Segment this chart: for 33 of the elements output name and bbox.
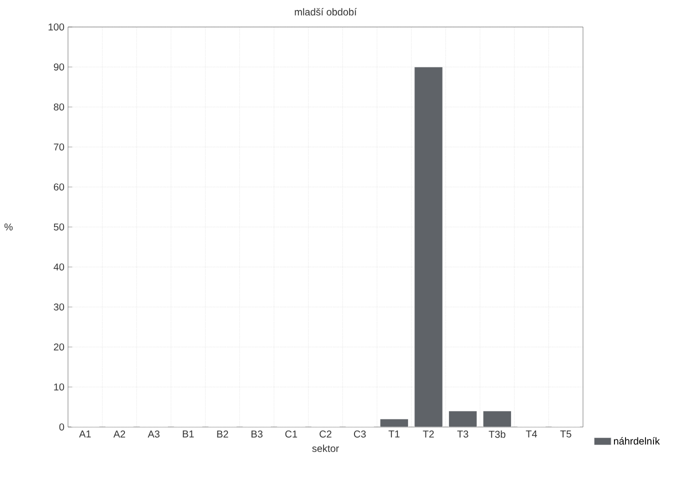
bar bbox=[414, 66, 443, 427]
y-tick-label: 50 bbox=[54, 223, 64, 231]
y-tick-label: 90 bbox=[54, 63, 64, 71]
x-tick-label: T1 bbox=[388, 430, 400, 438]
bar bbox=[448, 411, 477, 427]
x-tick-label: T2 bbox=[422, 430, 434, 438]
x-tick-label: A3 bbox=[148, 430, 160, 438]
x-tick-label: C3 bbox=[354, 430, 366, 438]
x-tick-label: B2 bbox=[217, 430, 228, 438]
x-tick-label: T5 bbox=[560, 430, 572, 438]
x-axis-title: sektor bbox=[312, 444, 339, 452]
y-tick-label: 60 bbox=[54, 183, 64, 191]
x-tick-label: C2 bbox=[320, 430, 332, 438]
x-tick-label: T4 bbox=[526, 430, 538, 438]
y-tick-label: 20 bbox=[54, 343, 64, 351]
y-tick-label: 40 bbox=[54, 263, 64, 271]
x-tick-label: C1 bbox=[285, 430, 298, 438]
y-tick-label: 10 bbox=[54, 383, 64, 391]
x-tick-label: A2 bbox=[113, 430, 126, 438]
y-tick-label: 30 bbox=[54, 303, 64, 311]
x-tick-label: T3b bbox=[488, 430, 506, 438]
chart-title: mladší období bbox=[294, 8, 357, 16]
bar bbox=[483, 411, 512, 427]
y-tick-label: 0 bbox=[59, 423, 64, 431]
x-tick-label: A1 bbox=[79, 430, 91, 438]
x-tick-label: B3 bbox=[252, 430, 262, 438]
x-tick-label: B1 bbox=[182, 430, 194, 438]
legend-label: náhrdelník bbox=[614, 437, 660, 445]
y-tick-label: 70 bbox=[54, 143, 64, 151]
y-tick-label: 100 bbox=[48, 23, 64, 31]
y-axis-title: % bbox=[4, 224, 13, 230]
x-tick-label: T3 bbox=[457, 430, 468, 438]
y-tick-label: 80 bbox=[54, 103, 64, 111]
